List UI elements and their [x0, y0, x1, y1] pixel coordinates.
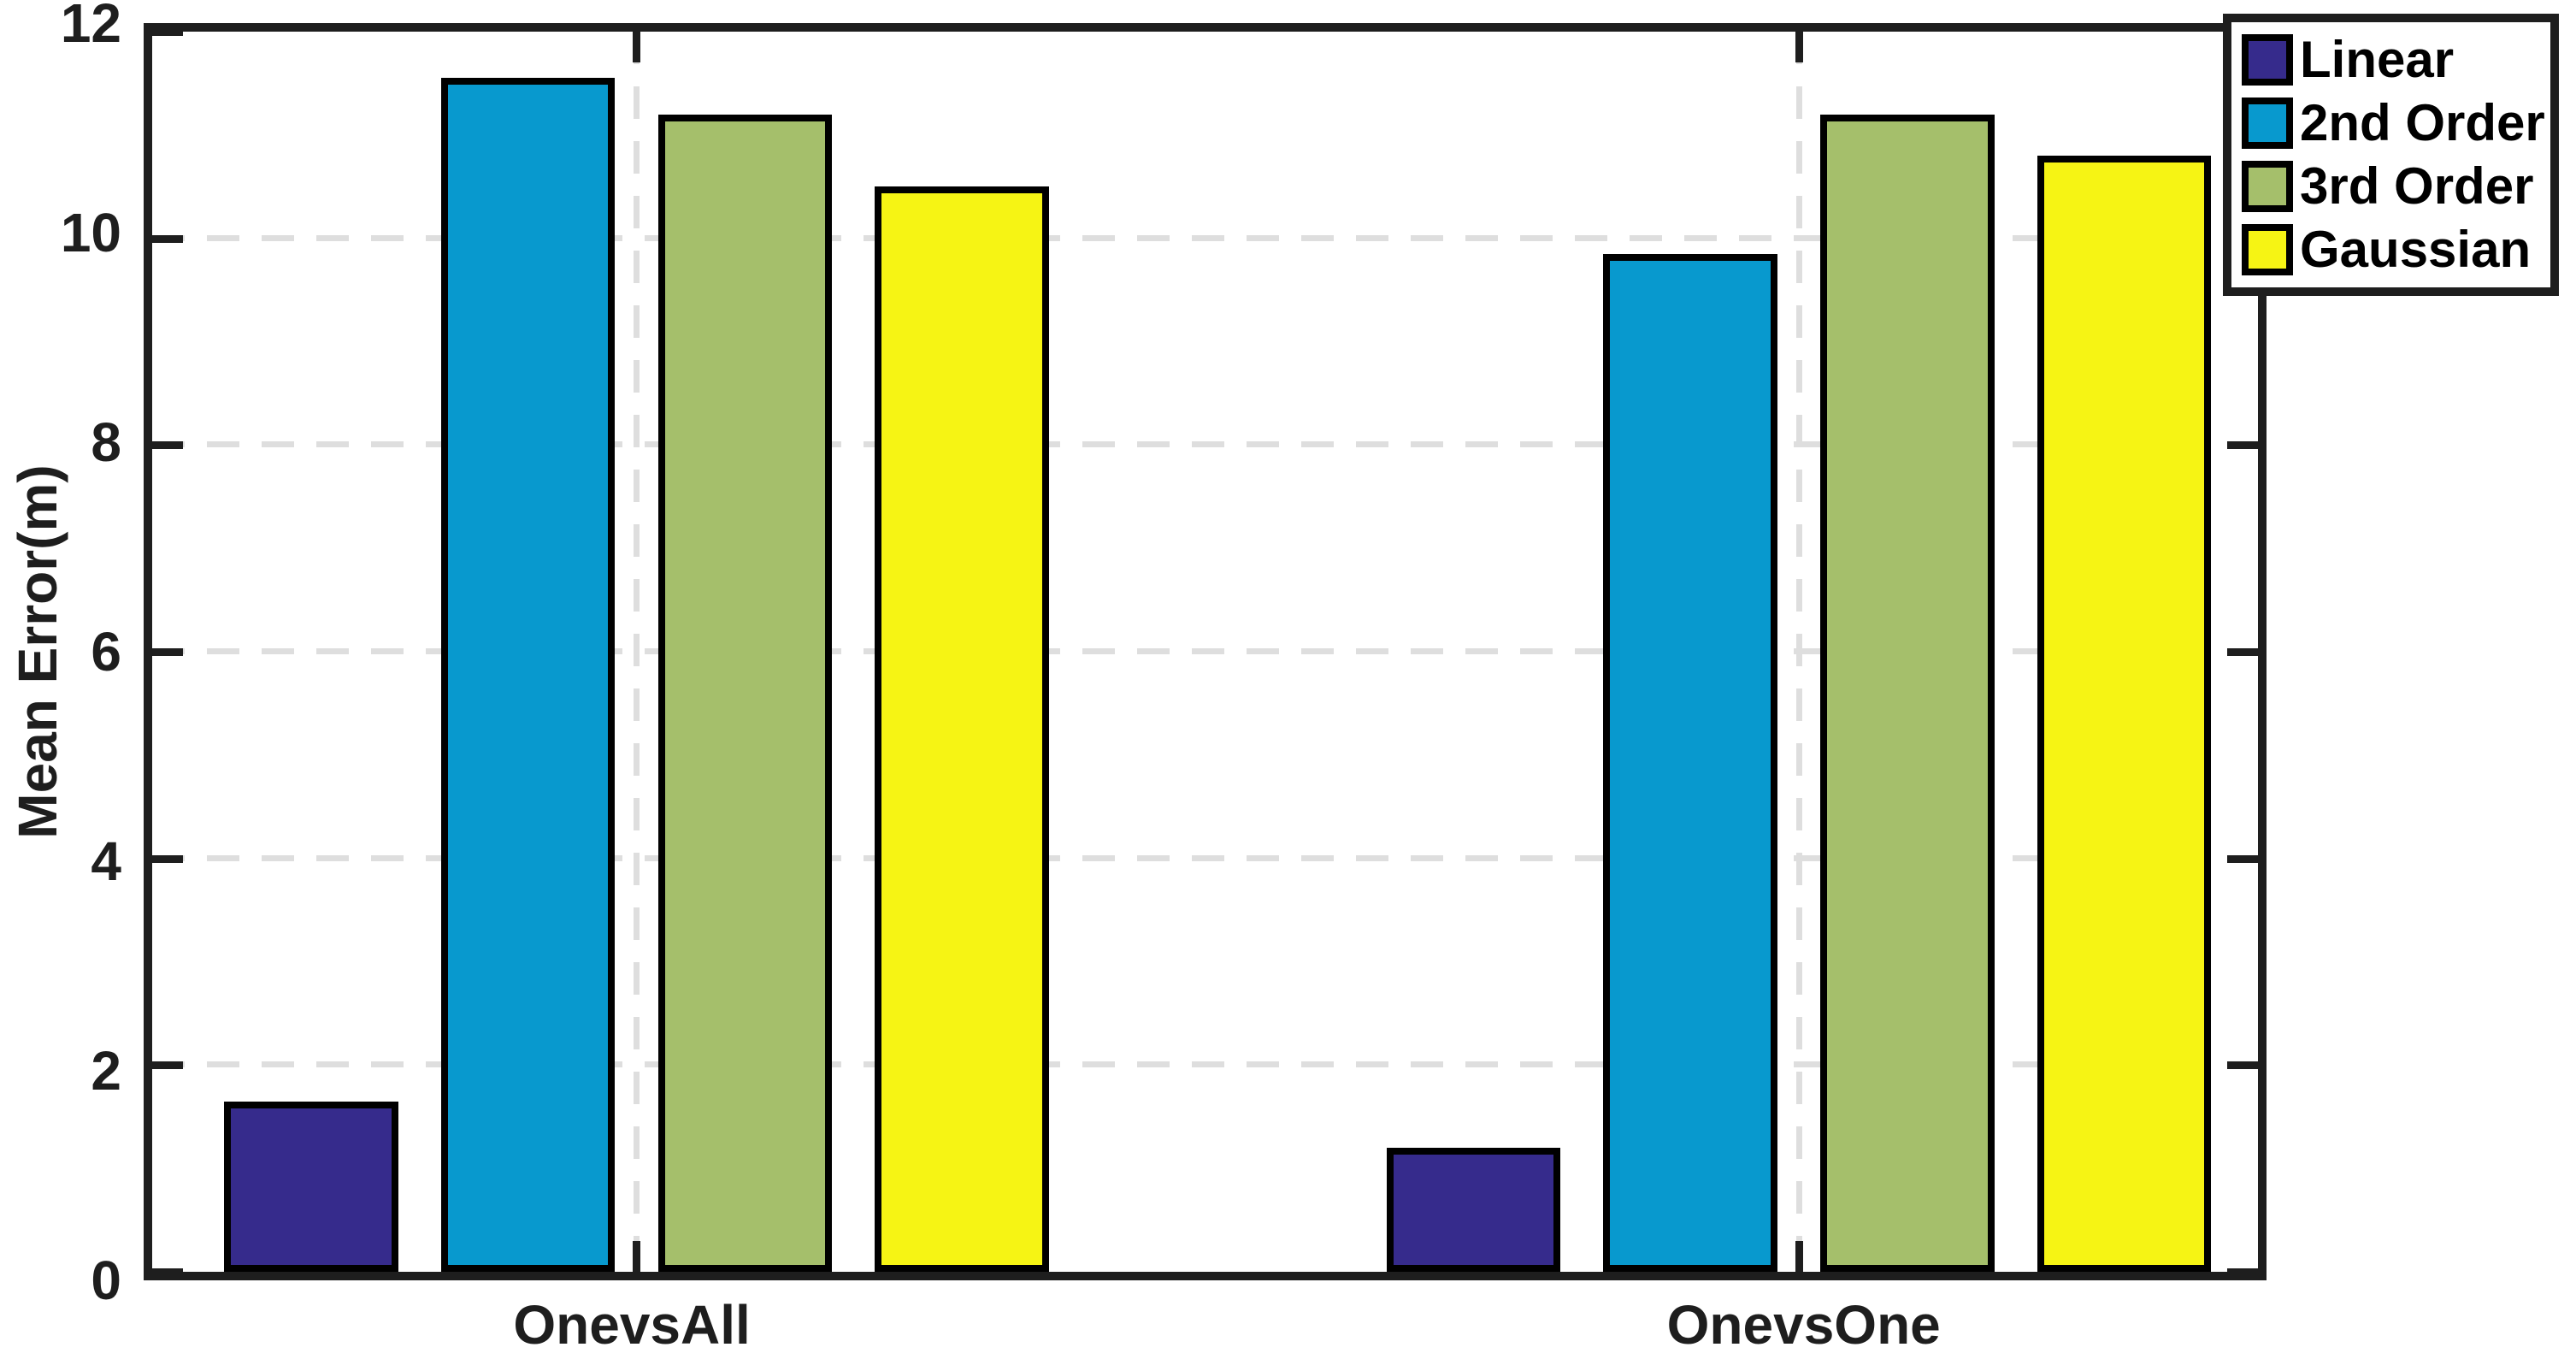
- x-tick-bottom-OnevsOne: [1795, 1241, 1804, 1272]
- y-tick-right-8: [2227, 441, 2258, 450]
- y-tick-label-8: 8: [91, 411, 121, 473]
- y-tick-label-10: 10: [60, 201, 121, 263]
- y-tick-left-8: [152, 441, 183, 450]
- h-gridline-y8: [152, 441, 2258, 448]
- y-tick-label-12: 12: [60, 0, 121, 54]
- h-gridline-y2: [152, 1061, 2258, 1068]
- y-tick-label-4: 4: [91, 830, 121, 892]
- legend-swatch-2nd-Order: [2242, 98, 2293, 149]
- y-tick-left-4: [152, 854, 183, 863]
- legend-label-3rd-Order: 3rd Order: [2300, 157, 2534, 215]
- legend-label-Linear: Linear: [2300, 31, 2455, 88]
- y-tick-label-0: 0: [91, 1250, 121, 1311]
- h-gridline-y4: [152, 854, 2258, 861]
- legend-item-2nd-Order: 2nd Order: [2242, 98, 2550, 149]
- x-tick-label-OnevsAll: OnevsAll: [513, 1294, 751, 1356]
- bar-OnevsOne-3rd-Order: [1820, 114, 1995, 1272]
- x-tick-bottom-OnevsAll: [633, 1241, 641, 1272]
- y-tick-right-4: [2227, 854, 2258, 863]
- v-gridline-OnevsAll: [634, 32, 640, 1272]
- x-tick-label-OnevsOne: OnevsOne: [1666, 1294, 1941, 1356]
- legend-item-3rd-Order: 3rd Order: [2242, 161, 2550, 212]
- bar-OnevsOne-Linear: [1386, 1148, 1561, 1272]
- bar-OnevsAll-3rd-Order: [657, 114, 833, 1272]
- v-gridline-OnevsOne: [1796, 32, 1803, 1272]
- y-tick-left-0: [152, 1268, 183, 1276]
- bar-OnevsAll-Linear: [224, 1101, 398, 1272]
- legend-swatch-Linear: [2242, 34, 2293, 86]
- bar-OnevsAll-2nd-Order: [440, 78, 616, 1272]
- y-tick-right-6: [2227, 648, 2258, 656]
- bar-OnevsOne-Gaussian: [2037, 156, 2212, 1272]
- plot-area: [144, 23, 2267, 1280]
- y-tick-left-2: [152, 1061, 183, 1070]
- h-gridline-y10: [152, 234, 2258, 241]
- y-tick-left-12: [152, 28, 183, 36]
- y-tick-right-2: [2227, 1061, 2258, 1070]
- y-tick-label-6: 6: [91, 621, 121, 683]
- legend: Linear 2nd Order 3rd Order Gaussian: [2223, 14, 2559, 296]
- legend-item-Linear: Linear: [2242, 34, 2550, 86]
- legend-item-Gaussian: Gaussian: [2242, 224, 2550, 275]
- legend-label-Gaussian: Gaussian: [2300, 221, 2532, 278]
- y-tick-labels: 0 2 4 6 8 10 12: [0, 0, 137, 1311]
- legend-label-2nd-Order: 2nd Order: [2300, 94, 2545, 151]
- bar-OnevsOne-2nd-Order: [1603, 253, 1777, 1272]
- y-tick-left-6: [152, 648, 183, 656]
- x-tick-top-OnevsAll: [633, 32, 641, 62]
- y-tick-left-10: [152, 234, 183, 243]
- x-tick-top-OnevsOne: [1795, 32, 1804, 62]
- legend-swatch-Gaussian: [2242, 224, 2293, 275]
- h-gridline-y6: [152, 648, 2258, 654]
- y-tick-label-2: 2: [91, 1040, 121, 1102]
- legend-swatch-3rd-Order: [2242, 161, 2293, 212]
- bar-OnevsAll-Gaussian: [875, 186, 1049, 1272]
- y-tick-right-0: [2227, 1268, 2258, 1276]
